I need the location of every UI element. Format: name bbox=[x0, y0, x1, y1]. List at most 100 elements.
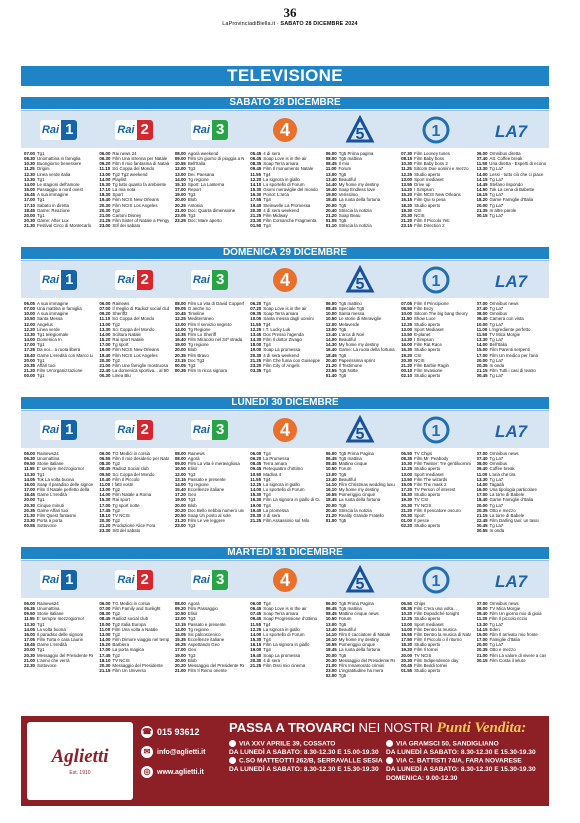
program-title: Tagadà bbox=[489, 481, 504, 487]
program-time: 13.15 bbox=[174, 621, 186, 627]
program-title: Giorni meraviglie del mondo bbox=[263, 187, 318, 193]
program-title: Film Une famiglie mostruosa bbox=[112, 362, 169, 368]
program-time: 18.45 bbox=[24, 642, 35, 648]
program-title: Game: La ruota della fortuna bbox=[338, 347, 395, 353]
program-time: 16.25 bbox=[174, 642, 186, 648]
schedule-column-rai1: 06.00 Rainews24 06.35 Unomattina 09.50 Storie… bbox=[21, 601, 96, 678]
program-title: Passaggio a nord ovest bbox=[37, 187, 83, 193]
program-time: 17.20 bbox=[174, 492, 186, 498]
program-item: 06.20 La Promessa bbox=[250, 456, 319, 461]
program-title: Rainews24 bbox=[37, 601, 59, 606]
program-title: Film Barbie Ragin bbox=[414, 362, 450, 368]
program-time: 13.55 bbox=[401, 181, 413, 187]
program-time: 13.15 bbox=[174, 476, 186, 482]
program-time: 23.30 bbox=[99, 528, 111, 534]
program-title: Film La valore di vivere a casa bbox=[489, 652, 546, 658]
program-item: 20.30 4 di sera bbox=[250, 658, 319, 663]
program-title: Omnibus diretta bbox=[489, 151, 521, 156]
program-time: 16.15 bbox=[250, 642, 262, 648]
program-time: 18.30 bbox=[401, 642, 413, 648]
program-time: 19.00 bbox=[174, 652, 186, 658]
program-title: Omnibus bbox=[489, 311, 508, 317]
schedule-column-rai3: 08.00 Agorà weekend 09.00 Film Un giorno di… bbox=[172, 151, 247, 228]
program-item: 17.00 Tg sport bbox=[99, 342, 168, 347]
program-title: Soap Terra amara bbox=[263, 311, 299, 317]
pin-icon bbox=[386, 757, 393, 765]
program-time: 21.20 bbox=[401, 362, 413, 368]
program-item: 23.25 Doc: Mare aperto bbox=[175, 218, 244, 223]
program-item: 20.35 In onda bbox=[477, 363, 546, 368]
program-time: 13.40 bbox=[325, 476, 337, 482]
program-time: 15.40 bbox=[174, 487, 186, 493]
program-item: 10.50 Madiva 4 bbox=[250, 472, 319, 477]
program-time: 16.00 bbox=[401, 342, 413, 348]
program-item: 20.30 Cinque minuti bbox=[24, 503, 93, 508]
program-item: 12.20 Linea verde bbox=[24, 327, 93, 332]
program-title: TV NCIS bbox=[414, 502, 432, 508]
program-title: Tg5 bbox=[338, 502, 347, 508]
program-time: 23.00 bbox=[99, 223, 111, 229]
program-item: 15.10 Sport: La Lanterna bbox=[175, 182, 244, 187]
program-item: 16.30 Studio aperto bbox=[401, 347, 470, 352]
program-time: 14.45 bbox=[476, 181, 488, 187]
program-item: 08.00 Agorà bbox=[175, 601, 244, 606]
program-item: 11.50 Show Luce bbox=[401, 316, 470, 321]
program-time: 07.00 bbox=[24, 151, 35, 156]
program-item: 23.00 L'ingratitudine ha mera bbox=[326, 668, 395, 673]
program-item: 13.00 Dei. Paesana bbox=[175, 172, 244, 177]
store-address: VIA C. BATTISTI 74/A, FARA NOVARESE bbox=[386, 757, 543, 766]
program-title: Tg4 bbox=[263, 451, 271, 456]
program-time: 03.35 bbox=[250, 368, 262, 374]
advertisement[interactable]: Aglietti Est. 1910 ☎ 015 93612 ✉ info@agli… bbox=[21, 716, 549, 806]
program-time: 14.10 bbox=[325, 631, 337, 637]
program-item: 14.05 Tok La volta buona bbox=[24, 477, 93, 482]
program-item: 07.00 Il meglio di Radio2 social club bbox=[99, 306, 168, 311]
program-item: 15.30 Tg4 bbox=[250, 637, 319, 642]
svg-text:4: 4 bbox=[280, 420, 290, 440]
program-title: Game L'eredità bbox=[37, 642, 67, 648]
program-title: Film Il servizio segreto bbox=[187, 321, 232, 327]
program-item: 20.00 Tg La7 bbox=[477, 642, 546, 647]
program-time: 10.40 bbox=[99, 476, 111, 482]
program-item: 09.40 Camera con vista bbox=[477, 316, 546, 321]
program-time: 20.00 bbox=[24, 212, 35, 218]
channel-logo-rete4: 4 bbox=[247, 261, 322, 298]
program-title: Film La signora in giallo bbox=[263, 642, 310, 648]
program-item: 08.30 Tg2 bbox=[99, 611, 168, 616]
program-time: 15.55 bbox=[401, 631, 413, 637]
program-title: TG Medici in corsia bbox=[112, 601, 150, 606]
program-item: 09.20 Film Passaggio bbox=[175, 606, 244, 611]
program-item: 00.30 Linea Blu bbox=[99, 373, 168, 378]
mail-icon: ✉ bbox=[141, 746, 153, 758]
program-item: 10.55 Bell'Italia bbox=[175, 161, 244, 166]
program-time: 08.00 bbox=[174, 456, 186, 462]
program-time: 10.50 bbox=[325, 466, 337, 472]
program-title: Film Assassinio sul Nilo bbox=[263, 518, 310, 524]
channel-logo-italia1-icon: 1 bbox=[422, 116, 450, 143]
program-title: Film Un giorno mio di gioia bbox=[489, 611, 542, 617]
program-time: 15.00 bbox=[476, 631, 488, 637]
program-time: 08.30 bbox=[99, 611, 111, 617]
program-time: 18.45 bbox=[24, 207, 35, 213]
program-title: In onda bbox=[489, 362, 505, 368]
program-title: 4 di sera bbox=[263, 657, 281, 663]
program-title: Tg5 Prima Pagina bbox=[338, 451, 374, 456]
program-time: 21.00 bbox=[24, 657, 35, 663]
day-banner: LUNEDÌ 30 DICEMBRE bbox=[21, 397, 549, 409]
program-time: 21.20 bbox=[325, 512, 337, 518]
program-title: I Simpson bbox=[414, 187, 434, 193]
program-item: 10.50 Forum bbox=[326, 466, 395, 471]
program-title: Soap Endless love bbox=[338, 187, 376, 193]
program-title: Film Direction 2 bbox=[414, 223, 445, 229]
channel-logo-italia1: 1 bbox=[398, 411, 473, 448]
program-title: Tg5 mattina bbox=[338, 156, 362, 162]
program-time: 13.30 bbox=[24, 471, 35, 477]
program-title: Tg La7 bbox=[489, 476, 504, 482]
program-title: Tg3 bbox=[187, 652, 196, 658]
program-item: 08.00 Omnibus bbox=[477, 461, 546, 466]
program-time: 13.00 bbox=[174, 171, 186, 177]
program-item: 17.10 Sabato in diretta bbox=[24, 203, 93, 208]
program-item: 07.20 Soap Love is in the air bbox=[250, 306, 319, 311]
program-title: Film Baby boss bbox=[414, 156, 445, 162]
